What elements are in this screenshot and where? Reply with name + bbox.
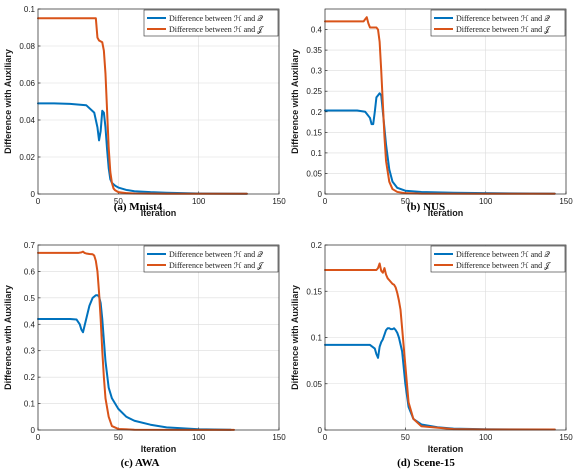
x-tick-label: 150 (559, 433, 573, 442)
chart-panel-awa: 0 50 100 150 0 0.1 0.2 0.3 0.4 0.5 0.6 0.7 Differenc… (3, 241, 286, 469)
legend-entry: Difference between ℋ and 𝒬 (169, 250, 263, 259)
x-tick-label: 150 (559, 197, 573, 206)
y-tick-label: 0.02 (19, 153, 35, 162)
y-axis-label: Difference with Auxiliary (3, 49, 13, 154)
y-tick-label: 0.2 (311, 241, 323, 250)
plot-frame (324, 244, 567, 431)
y-tick-label: 0.15 (306, 128, 322, 137)
legend-entry: Difference between ℋ and 𝒬 (456, 14, 550, 23)
x-tick-label: 0 (36, 433, 41, 442)
x-tick-label: 150 (272, 197, 286, 206)
series-line-h-q (37, 102, 248, 195)
series-line-h-j (37, 250, 236, 431)
chart-panel-nus: 0 50 100 150 0 0.05 0.1 0.15 0.2 0.25 0.3 0.35 0.4 Di… (290, 8, 573, 218)
plot-frame (37, 244, 280, 431)
plot-area (325, 9, 566, 194)
plot-frame (37, 8, 280, 195)
y-tick-label: 0.2 (311, 108, 323, 117)
y-tick-label: 0.25 (306, 87, 322, 96)
y-axis-label: Difference with Auxiliary (3, 285, 13, 390)
legend: Difference between ℋ and 𝒬 Difference bet… (430, 245, 566, 273)
legend-entry: Difference between ℋ and 𝒥 (456, 261, 551, 270)
x-tick-label: 50 (401, 197, 410, 206)
y-tick-label: 0 (318, 426, 323, 435)
x-axis-label: Iteration (428, 208, 464, 218)
y-tick-label: 0.2 (24, 373, 36, 382)
x-tick-label: 0 (323, 197, 328, 206)
y-tick-label: 0.06 (19, 79, 35, 88)
legend-entry: Difference between ℋ and 𝒥 (169, 261, 264, 270)
x-tick-label: 50 (401, 433, 410, 442)
y-tick-label: 0.35 (306, 46, 322, 55)
legend-entry: Difference between ℋ and 𝒬 (169, 14, 263, 23)
legend-box (430, 245, 566, 273)
y-tick-label: 0.5 (24, 294, 36, 303)
y-tick-label: 0.6 (24, 267, 36, 276)
y-tick-label: 0.4 (24, 320, 36, 329)
legend-entry: Difference between ℋ and 𝒥 (456, 25, 551, 34)
y-tick-label: 0.4 (311, 26, 323, 35)
y-tick-label: 0 (318, 190, 323, 199)
y-tick-label: 0.05 (306, 380, 322, 389)
series-line-h-j (37, 17, 248, 195)
legend-box (143, 245, 279, 273)
y-tick-label: 0.1 (24, 5, 36, 14)
series-line-h-j (324, 16, 556, 195)
plot-area (38, 245, 279, 430)
y-axis-label: Difference with Auxiliary (290, 49, 300, 154)
x-tick-label: 150 (272, 433, 286, 442)
y-tick-label: 0 (31, 426, 36, 435)
series-line-h-j (324, 262, 556, 431)
y-tick-label: 0.04 (19, 116, 35, 125)
y-tick-label: 0.15 (306, 287, 322, 296)
plot-area (38, 9, 279, 194)
subfigure-caption: (d) Scene-15 (397, 457, 455, 469)
x-tick-label: 0 (323, 433, 328, 442)
y-tick-label: 0.7 (24, 241, 36, 250)
y-tick-label: 0.08 (19, 42, 35, 51)
y-tick-label: 0 (31, 190, 36, 199)
series-line-h-q (324, 92, 556, 195)
x-tick-label: 50 (114, 433, 123, 442)
x-axis-label: Iteration (141, 444, 177, 454)
x-axis-label: Iteration (141, 208, 177, 218)
y-tick-label: 0.3 (311, 67, 323, 76)
y-tick-label: 0.3 (24, 347, 36, 356)
legend-box (143, 9, 279, 37)
y-tick-label: 0.05 (306, 169, 322, 178)
plot-frame (324, 8, 567, 195)
x-tick-label: 100 (479, 433, 493, 442)
subfigure-caption: (a) Mnist4 (114, 201, 163, 213)
subfigure-caption: (c) AWA (121, 457, 160, 469)
legend-entry: Difference between ℋ and 𝒬 (456, 250, 550, 259)
legend: Difference between ℋ and 𝒬 Difference bet… (430, 9, 566, 37)
chart-panel-mnist4: 0 50 100 150 0 0.02 0.04 0.06 0.08 0.1 Difference … (3, 5, 286, 218)
x-axis-label: Iteration (428, 444, 464, 454)
x-tick-label: 0 (36, 197, 41, 206)
y-tick-label: 0.1 (311, 149, 323, 158)
x-tick-label: 50 (114, 197, 123, 206)
x-tick-label: 100 (192, 197, 206, 206)
y-tick-label: 0.1 (24, 400, 36, 409)
legend: Difference between ℋ and 𝒬 Difference bet… (143, 9, 279, 37)
y-tick-label: 0.1 (311, 334, 323, 343)
subfigure-caption: (b) NUS (407, 201, 445, 213)
y-axis-label: Difference with Auxiliary (290, 285, 300, 390)
legend-box (430, 9, 566, 37)
x-tick-label: 100 (479, 197, 493, 206)
x-tick-label: 100 (192, 433, 206, 442)
chart-panel-scene15: 0 50 100 150 0 0.05 0.1 0.15 0.2 Difference betwe… (290, 241, 573, 469)
legend: Difference between ℋ and 𝒬 Difference bet… (143, 245, 279, 273)
legend-entry: Difference between ℋ and 𝒥 (169, 25, 264, 34)
